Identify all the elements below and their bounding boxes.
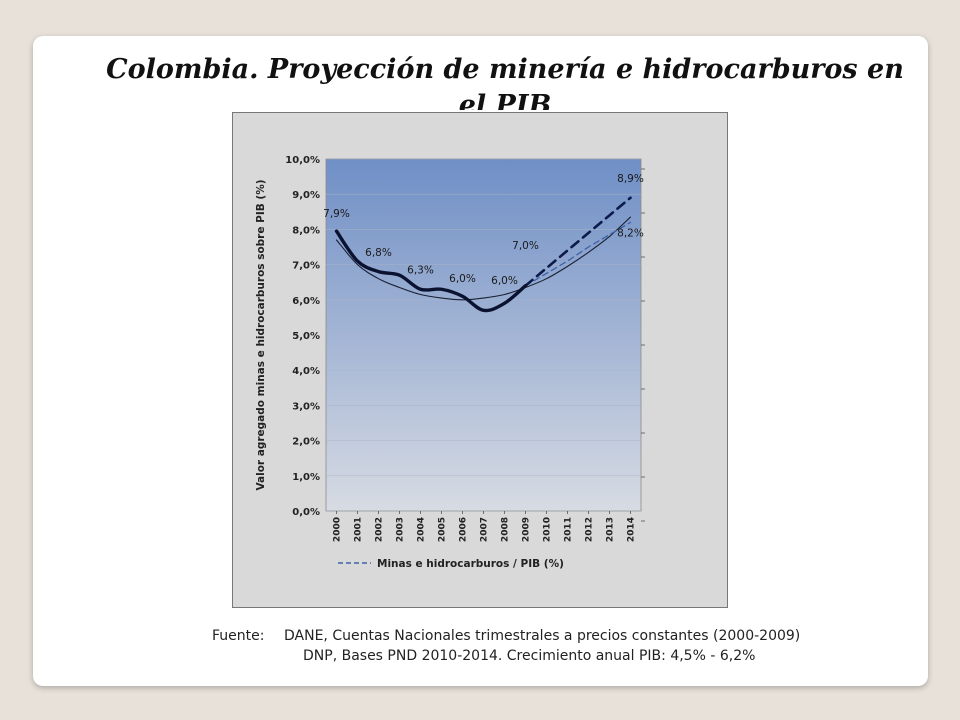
y-tick-label: 1,0% (292, 472, 320, 483)
y-tick-label: 0,0% (292, 507, 320, 518)
x-tick-label: 2002 (375, 517, 385, 542)
x-tick-label: 2004 (417, 517, 427, 542)
y-tick-label: 6,0% (292, 296, 320, 307)
series-line-trend-thin (335, 216, 632, 301)
slide-title: Colombia. Proyección de minería e hidroc… (106, 54, 904, 110)
chart-frame: 7,9% 6,8% 6,3% 6,0% 6,0% 7,0% 8,9% 8,2% 0,0% 1,0… (232, 112, 728, 608)
slide-title-region: Colombia. Proyección de minería e hidroc… (0, 52, 960, 110)
series-line-dashed-thin (524, 221, 632, 287)
y-axis-title: Valor agregado minas e hidrocarburos sob… (255, 179, 267, 490)
source-label: Fuente: (212, 628, 265, 644)
y-tick-label: 7,0% (292, 261, 320, 272)
data-label: 6,0% (491, 275, 518, 287)
chart-svg: 7,9% 6,8% 6,3% 6,0% 6,0% 7,0% 8,9% 8,2% 0,0% 1,0… (255, 155, 645, 570)
y-tick-label: 4,0% (292, 366, 320, 377)
x-tick-label: 2005 (438, 517, 448, 542)
data-label: 6,0% (449, 273, 476, 285)
data-label: 6,3% (407, 264, 434, 276)
x-tick-label: 2009 (522, 517, 532, 542)
source-line-1: DANE, Cuentas Nacionales trimestrales a … (284, 628, 801, 644)
series-line-dashed-thick (524, 196, 632, 288)
x-tick-label: 2013 (606, 517, 616, 542)
x-tick-label: 2006 (459, 517, 469, 542)
x-tick-label: 2007 (480, 517, 490, 542)
y-tick-label: 8,0% (292, 225, 320, 236)
y-tick-label: 10,0% (285, 155, 320, 166)
y-tick-label: 9,0% (292, 190, 320, 201)
x-tick-label: 2000 (333, 517, 343, 542)
x-tick-label: 2008 (501, 517, 511, 542)
x-tick-label: 2003 (396, 517, 406, 542)
x-tick-label: 2001 (354, 517, 364, 542)
data-label: 6,8% (365, 247, 392, 259)
y-tick-label: 5,0% (292, 331, 320, 342)
data-label: 7,9% (323, 208, 350, 220)
x-tick-label: 2010 (543, 517, 553, 542)
legend-label: Minas e hidrocarburos / PIB (%) (377, 558, 564, 570)
data-label: 7,0% (512, 240, 539, 252)
x-tick-label: 2014 (627, 517, 637, 542)
data-label: 8,2% (617, 227, 644, 239)
x-tick-label: 2011 (564, 517, 574, 542)
x-tick-label: 2012 (585, 517, 595, 542)
y-tick-label: 3,0% (292, 401, 320, 412)
source-note: Fuente: DANE, Cuentas Nacionales trimestr… (212, 626, 800, 666)
data-label: 8,9% (617, 173, 644, 185)
source-line-2: DNP, Bases PND 2010-2014. Crecimiento an… (303, 648, 756, 664)
series-line-solid-thick (334, 229, 528, 313)
y-tick-label: 2,0% (292, 437, 320, 448)
